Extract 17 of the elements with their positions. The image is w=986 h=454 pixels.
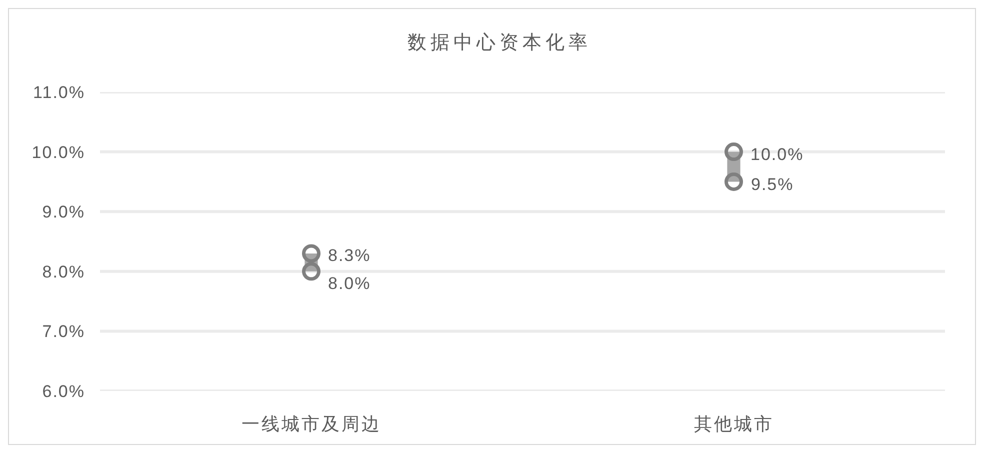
- data-label: 9.5%: [751, 175, 794, 194]
- point: [302, 244, 320, 263]
- x-tick-label: 一线城市及周边: [241, 414, 382, 434]
- y-tick-label: 6.0%: [42, 382, 85, 401]
- point: [724, 172, 743, 191]
- data-label: 10.0%: [750, 145, 804, 164]
- y-tick-label: 10.0%: [32, 142, 85, 162]
- data-label: 8.0%: [328, 274, 371, 293]
- data-label: 8.3%: [328, 246, 371, 265]
- y-tick-label: 9.0%: [42, 202, 85, 222]
- chart-title: 数据中心资本化率: [408, 31, 592, 54]
- y-tick-label: 8.0%: [42, 262, 85, 282]
- point: [302, 262, 320, 281]
- point: [724, 142, 743, 162]
- y-tick-label: 11.0%: [33, 82, 85, 102]
- x-tick-label: 其他城市: [694, 414, 774, 434]
- y-tick-label: 7.0%: [42, 322, 85, 342]
